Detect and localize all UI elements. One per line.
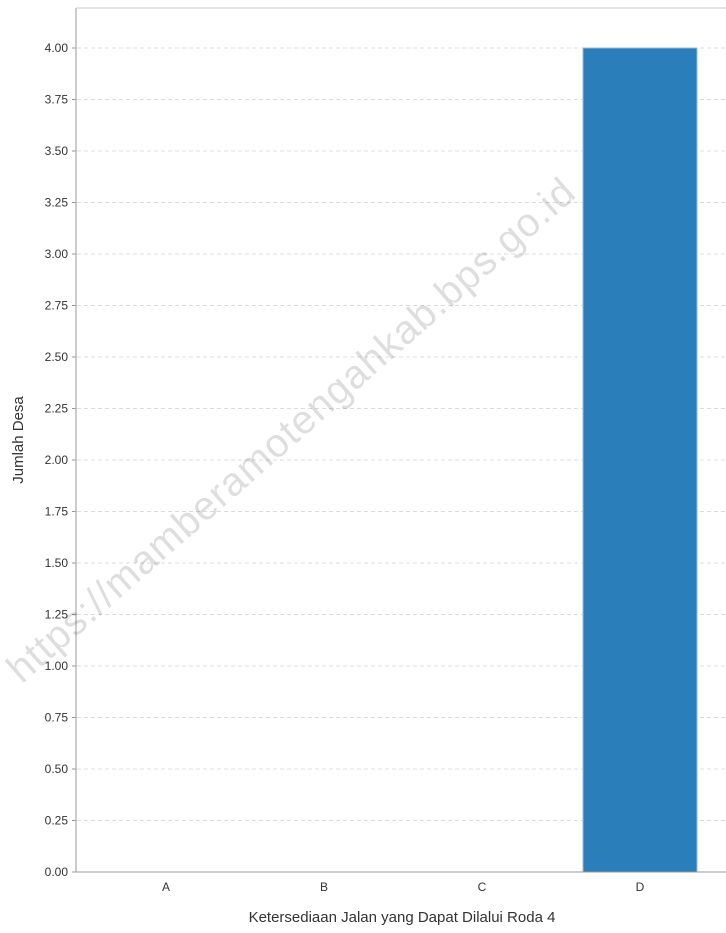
y-tick-label: 2.75 <box>45 299 69 313</box>
x-axis-title: Ketersediaan Jalan yang Dapat Dilalui Ro… <box>249 909 556 926</box>
y-tick-label: 1.00 <box>45 659 69 673</box>
y-tick-label: 2.00 <box>45 453 69 467</box>
y-tick-label: 4.00 <box>45 41 69 55</box>
x-tick-label: C <box>478 880 487 894</box>
y-tick-label: 3.25 <box>45 196 69 210</box>
y-tick-label: 2.25 <box>45 402 69 416</box>
axes <box>75 7 726 873</box>
y-tick-labels: 0.00 0.25 0.50 0.75 1.00 1.25 1.50 1.75 2.00 2.25… <box>45 41 76 879</box>
y-tick-label: 0.00 <box>45 865 69 879</box>
x-tick-label: A <box>162 880 170 894</box>
y-tick-label: 3.00 <box>45 247 69 261</box>
bar-d <box>582 47 698 873</box>
y-tick-label: 0.50 <box>45 762 69 776</box>
y-tick-label: 1.25 <box>45 608 69 622</box>
x-tick-labels: A B C D <box>162 880 645 894</box>
y-tick-label: 3.75 <box>45 93 69 107</box>
y-tick-label: 2.50 <box>45 350 69 364</box>
y-tick-label: 0.25 <box>45 814 69 828</box>
x-tick-label: B <box>320 880 328 894</box>
y-axis-title: Jumlah Desa <box>10 396 27 484</box>
bars <box>582 47 698 873</box>
x-tick-label: D <box>636 880 645 894</box>
y-tick-label: 3.50 <box>45 144 69 158</box>
y-tick-label: 1.50 <box>45 556 69 570</box>
y-tick-label: 0.75 <box>45 711 69 725</box>
y-tick-label: 1.75 <box>45 505 69 519</box>
